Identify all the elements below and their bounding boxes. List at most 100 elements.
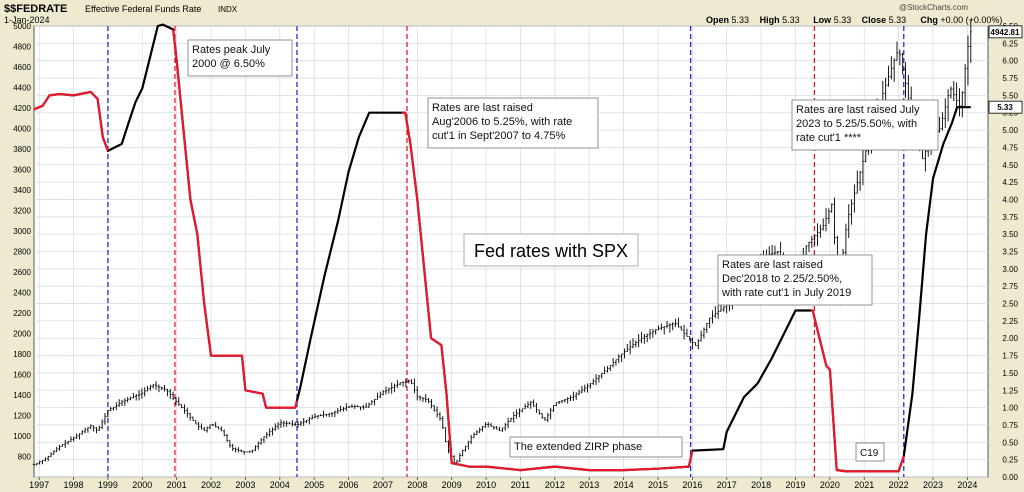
annotation-text: Rates are last raised bbox=[722, 259, 823, 271]
y-left-tick-label: 2800 bbox=[13, 248, 31, 257]
x-tick-label: 2022 bbox=[889, 480, 909, 490]
x-tick-label: 2023 bbox=[923, 480, 943, 490]
y-left-tick-label: 5000 bbox=[13, 22, 31, 31]
x-tick-label: 2010 bbox=[476, 480, 496, 490]
annotation-text: Rates peak July bbox=[192, 44, 271, 56]
rate-line-cut-phase bbox=[811, 309, 905, 473]
annotation-text: 2023 to 5.25/5.50%, with bbox=[796, 118, 917, 130]
y-left-tick-label: 800 bbox=[18, 453, 32, 462]
x-tick-label: 2001 bbox=[167, 480, 187, 490]
x-tick-label: 1997 bbox=[29, 480, 49, 490]
x-tick-label: 2020 bbox=[820, 480, 840, 490]
y-right-tick-label: 3.25 bbox=[1002, 248, 1018, 257]
x-tick-label: 2011 bbox=[511, 480, 530, 490]
y-left-tick-label: 1200 bbox=[13, 412, 31, 421]
y-right-tick-label: 2.75 bbox=[1002, 282, 1018, 291]
y-right-tick-label: 1.75 bbox=[1002, 352, 1018, 361]
x-tick-label: 2019 bbox=[785, 480, 805, 490]
y-right-tick-label: 2.50 bbox=[1002, 300, 1018, 309]
y-right-tick-label: 2.25 bbox=[1002, 317, 1018, 326]
annotation-box bbox=[855, 442, 885, 462]
ohlc-high: High 5.33 bbox=[760, 15, 800, 25]
x-tick-label: 2016 bbox=[682, 480, 702, 490]
x-tick-label: 2002 bbox=[201, 480, 221, 490]
annotation-box bbox=[509, 436, 683, 458]
x-tick-label: 2007 bbox=[373, 480, 393, 490]
y-left-tick-label: 1000 bbox=[13, 432, 31, 441]
y-left-tick-label: 2200 bbox=[13, 309, 31, 318]
x-tick-label: 2005 bbox=[304, 480, 324, 490]
y-right-tick-label: 1.50 bbox=[1002, 369, 1018, 378]
last-value-rate: 5.33 bbox=[997, 103, 1013, 112]
annotations: Rates peak July 2000 @ 6.50% Rates are las… bbox=[187, 39, 939, 462]
annotation-text: C19 bbox=[860, 448, 879, 459]
x-tick-label: 2003 bbox=[235, 480, 255, 490]
y-left-tick-label: 4800 bbox=[13, 43, 31, 52]
y-left-tick-label: 2600 bbox=[13, 268, 31, 277]
y-left-tick-label: 2000 bbox=[13, 330, 31, 339]
chart-title: Fed rates with SPX bbox=[474, 241, 628, 261]
symbol-label: $$FEDRATE bbox=[4, 3, 67, 15]
y-left-tick-label: 4600 bbox=[13, 63, 31, 72]
y-left-tick-label: 4000 bbox=[13, 125, 31, 134]
x-tick-label: 2015 bbox=[648, 480, 668, 490]
y-left-tick-label: 2400 bbox=[13, 289, 31, 298]
annotation-text: Dec'2018 to 2.25/2.50%, bbox=[722, 273, 842, 285]
y-right-tick-label: 0.50 bbox=[1002, 438, 1018, 447]
x-tick-label: 2013 bbox=[579, 480, 599, 490]
y-left-tick-label: 1600 bbox=[13, 371, 31, 380]
last-value-labels: 4942.81 5.33 bbox=[988, 25, 1023, 114]
watermark: @StockCharts.com bbox=[899, 3, 968, 12]
y-left-tick-label: 4200 bbox=[13, 104, 31, 113]
annotation-box bbox=[717, 254, 873, 306]
y-right-tick-label: 0.75 bbox=[1002, 421, 1018, 430]
symbol-name-label: Effective Federal Funds Rate bbox=[85, 4, 201, 14]
y-left-tick-label: 3800 bbox=[13, 145, 31, 154]
x-tick-label: 2004 bbox=[270, 480, 290, 490]
y-right-tick-label: 5.00 bbox=[1002, 126, 1018, 135]
y-left-tick-label: 3000 bbox=[13, 227, 31, 236]
y-right-tick-label: 0.00 bbox=[1002, 473, 1018, 482]
annotation-box bbox=[187, 39, 293, 77]
annotation-text: rate cut'1 **** bbox=[796, 132, 862, 144]
x-tick-label: 2024 bbox=[957, 480, 977, 490]
y-right-tick-label: 6.25 bbox=[1002, 39, 1018, 48]
x-tick-label: 2017 bbox=[717, 480, 737, 490]
y-left-tick-label: 1800 bbox=[13, 350, 31, 359]
y-right-tick-label: 3.50 bbox=[1002, 230, 1018, 239]
x-tick-label: 1999 bbox=[98, 480, 118, 490]
y-left-tick-label: 3200 bbox=[13, 207, 31, 216]
y-right-tick-label: 4.75 bbox=[1002, 143, 1018, 152]
annotation-text: Rates are last raised bbox=[432, 102, 533, 114]
annotation-text: with rate cut'1 in July 2019 bbox=[721, 287, 851, 299]
y-right-tick-label: 3.75 bbox=[1002, 213, 1018, 222]
y-left-tick-label: 3600 bbox=[13, 166, 31, 175]
ohlc-readout: Open 5.33 High 5.33 Low 5.33 Close 5.33 … bbox=[706, 15, 1002, 25]
last-value-spx: 4942.81 bbox=[991, 28, 1020, 37]
y-right-tick-label: 0.25 bbox=[1002, 456, 1018, 465]
y-right-tick-label: 5.50 bbox=[1002, 91, 1018, 100]
annotation-text: Rates are last raised July bbox=[796, 104, 920, 116]
y-right-tick-label: 3.00 bbox=[1002, 265, 1018, 274]
x-tick-label: 2006 bbox=[339, 480, 359, 490]
y-right-tick-label: 1.00 bbox=[1002, 404, 1018, 413]
y-right-tick-label: 1.25 bbox=[1002, 386, 1018, 395]
x-tick-label: 2009 bbox=[442, 480, 462, 490]
ohlc-low: Low 5.33 bbox=[813, 15, 851, 25]
y-right-tick-label: 4.00 bbox=[1002, 195, 1018, 204]
last-value-box-rate bbox=[988, 100, 1023, 114]
y-right-tick-label: 4.25 bbox=[1002, 178, 1018, 187]
exchange-label: INDX bbox=[218, 5, 238, 14]
rate-line-cut-phase bbox=[401, 111, 694, 472]
x-tick-label: 2000 bbox=[132, 480, 152, 490]
date-label: 1-Jan-2024 bbox=[4, 15, 50, 25]
last-value-box-spx bbox=[988, 25, 1023, 39]
x-tick-label: 1998 bbox=[64, 480, 84, 490]
y-right-tick-label: 5.75 bbox=[1002, 74, 1018, 83]
ohlc-close: Close 5.33 bbox=[862, 15, 907, 25]
x-tick-label: 2018 bbox=[751, 480, 771, 490]
x-tick-label: 2014 bbox=[614, 480, 634, 490]
rate-line-cut-phase bbox=[33, 90, 109, 152]
annotation-box bbox=[791, 99, 939, 151]
